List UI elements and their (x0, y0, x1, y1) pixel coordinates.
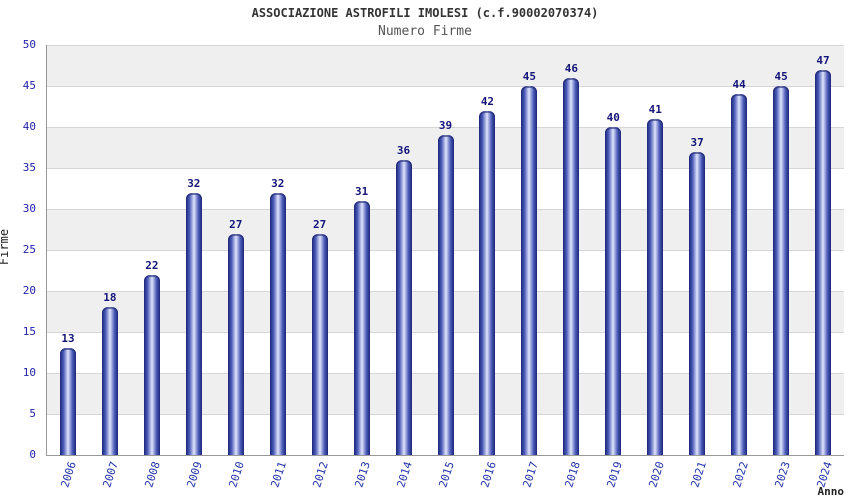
plot-area: 13 18 22 32 27 32 27 31 36 39 42 45 46 40 41 37 44 45 47 (46, 45, 844, 456)
bar-2020 (647, 118, 664, 455)
x-tick-label: 2015 (436, 460, 457, 490)
bar-2013 (353, 200, 370, 455)
bar-value-label: 47 (816, 53, 830, 67)
chart-title: ASSOCIAZIONE ASTROFILI IMOLESI (c.f.9000… (251, 6, 599, 20)
bar-2008 (143, 274, 160, 455)
y-tick-label: 0 (29, 448, 36, 461)
y-tick-label: 50 (22, 38, 36, 51)
bar-2018 (563, 77, 580, 455)
bar-value-label: 27 (313, 217, 327, 231)
y-tick-label: 10 (22, 366, 36, 379)
bar-2024 (815, 69, 832, 455)
bar-2009 (185, 192, 202, 455)
bar-2023 (773, 86, 790, 455)
bar-value-label: 27 (229, 217, 243, 231)
bar-2011 (269, 192, 286, 455)
x-tick-label: 2018 (562, 460, 583, 490)
bar-value-label: 45 (774, 70, 788, 83)
bar-value-label: 44 (732, 78, 746, 92)
bar-value-label: 36 (396, 143, 411, 157)
y-tick-label: 30 (22, 202, 36, 215)
bar-value-label: 41 (648, 102, 662, 116)
x-tick-label: 2019 (604, 460, 625, 490)
bar-2022 (731, 94, 748, 455)
x-tick-label: 2010 (226, 460, 248, 490)
x-tick-label: 2017 (520, 460, 541, 490)
bar-2012 (311, 233, 328, 455)
y-tick-label: 20 (22, 284, 36, 297)
bar-value-label: 39 (438, 119, 453, 133)
bar-value-label: 42 (480, 94, 495, 108)
y-tick-label: 5 (29, 407, 36, 420)
bar-value-label: 18 (103, 291, 117, 305)
bar-2010 (227, 233, 244, 455)
bar-value-label: 32 (187, 176, 201, 190)
y-tick-label: 35 (22, 161, 36, 174)
bar-value-label: 46 (564, 61, 578, 75)
bar-2016 (479, 110, 496, 455)
x-tick-label: 2021 (687, 460, 709, 490)
bar-2014 (395, 159, 412, 455)
x-tick-label: 2022 (729, 460, 751, 490)
x-tick-label: 2006 (58, 460, 80, 490)
bar-value-label: 40 (606, 111, 620, 124)
bar-2015 (437, 135, 454, 455)
x-tick-label: 2014 (394, 460, 415, 490)
bar-value-label: 45 (522, 70, 537, 83)
y-tick-label: 15 (22, 325, 36, 338)
x-tick-label: 2023 (771, 460, 793, 490)
grid-band (47, 86, 844, 127)
bar-2019 (605, 127, 622, 455)
x-axis-title: Anno (817, 485, 845, 498)
bar-value-label: 13 (61, 332, 75, 346)
x-tick-label: 2008 (142, 460, 164, 490)
x-tick-label: 2016 (478, 460, 499, 490)
bar-value-label: 31 (354, 184, 369, 198)
y-tick-label: 25 (22, 243, 36, 256)
bar-value-label: 32 (271, 176, 285, 190)
grid-band (47, 45, 844, 86)
bar-2021 (689, 151, 706, 455)
bar-2006 (59, 348, 76, 455)
bar-value-label: 37 (690, 135, 704, 149)
x-tick-label: 2020 (646, 460, 667, 490)
bar-2017 (521, 86, 538, 455)
x-tick-label: 2011 (268, 460, 290, 490)
bar-value-label: 22 (145, 258, 159, 272)
x-tick-label: 2007 (100, 460, 122, 490)
bar-2007 (101, 307, 118, 455)
x-axis-tick-labels: 2006 2007 2008 2009 2010 2011 2012 2013 2014 2015… (46, 456, 843, 500)
x-tick-label: 2013 (352, 460, 373, 490)
chart-subtitle: Numero Firme (378, 24, 472, 39)
y-tick-label: 45 (22, 79, 36, 92)
y-axis-title: Firme (0, 228, 12, 266)
x-tick-label: 2012 (310, 460, 332, 490)
y-axis-tick-labels: 0 5 10 15 20 25 30 35 40 45 50 (0, 38, 42, 461)
y-tick-label: 40 (22, 120, 36, 133)
x-tick-label: 2009 (184, 460, 206, 490)
